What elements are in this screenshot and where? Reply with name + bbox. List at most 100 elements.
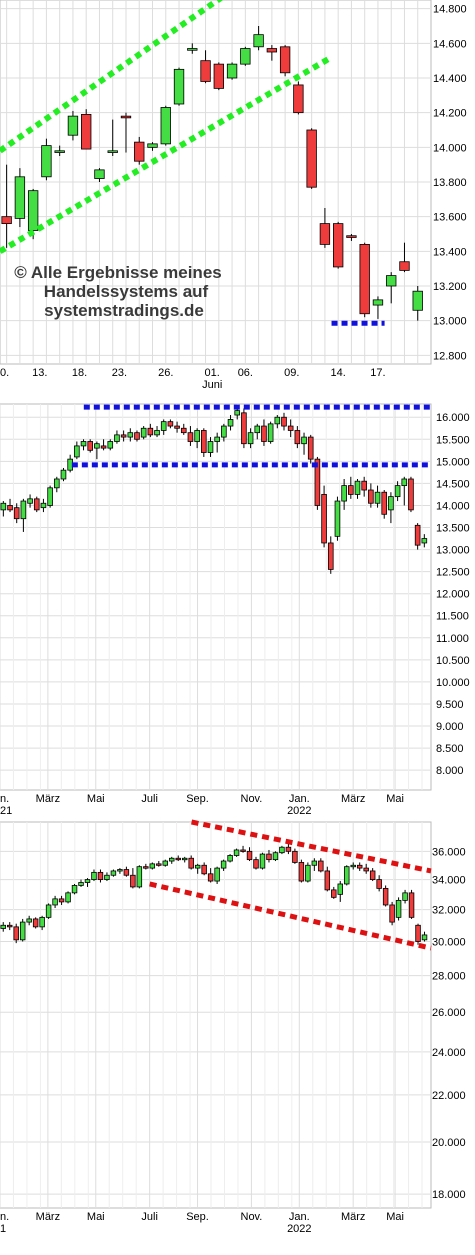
x-tick-label: 01. — [205, 367, 220, 379]
candle-down — [356, 864, 363, 869]
candle-down — [285, 846, 292, 852]
candle-up — [71, 885, 78, 894]
candle-up — [136, 866, 143, 888]
y-tick-label: 12.000 — [436, 589, 470, 601]
x-tick-label: Juli — [141, 1211, 158, 1223]
candle-up — [19, 921, 26, 941]
x-tick-label: n. — [0, 1211, 9, 1223]
candle-down — [174, 425, 180, 429]
candle-up — [395, 899, 402, 918]
candle-up — [41, 145, 52, 178]
candle-down — [408, 478, 414, 511]
y-tick-label: 14.200 — [433, 108, 467, 120]
x-tick-label: 26. — [158, 367, 173, 379]
x-tick-label: Nov. — [241, 1211, 263, 1223]
x-tick-label: Jan. — [289, 793, 310, 805]
candle-up — [127, 432, 134, 438]
candle-down — [408, 892, 415, 918]
candle-up — [94, 443, 100, 449]
x-tick-label: Sep. — [186, 1211, 209, 1223]
y-tick-label: 15.500 — [436, 434, 470, 446]
y-tick-label: 20.000 — [432, 1137, 466, 1149]
candle-up — [227, 419, 234, 427]
candle-up — [372, 299, 384, 306]
candle-up — [240, 48, 251, 65]
candle-down — [279, 46, 291, 74]
candle-down — [281, 416, 287, 427]
y-tick-label: 11.500 — [436, 611, 469, 623]
y-tick-label: 13.600 — [433, 212, 467, 224]
candle-down — [87, 441, 94, 451]
candle-down — [13, 507, 20, 520]
candle-up — [220, 860, 227, 869]
candle-down — [1, 216, 12, 225]
y-tick-label: 14.800 — [433, 4, 467, 16]
candle-up — [74, 445, 80, 458]
candle-up — [301, 436, 307, 445]
candle-down — [175, 857, 181, 861]
candle-down — [298, 862, 305, 882]
y-tick-label: 13.500 — [436, 523, 470, 535]
candle-up — [194, 430, 200, 442]
x-tick-label: März — [341, 1211, 365, 1223]
candle-down — [253, 859, 259, 869]
green-trend-line — [0, 0, 224, 154]
candle-up — [160, 107, 171, 145]
candle-down — [293, 84, 304, 114]
candle-up — [117, 869, 123, 872]
y-tick-label: 10.500 — [436, 655, 470, 667]
candle-up — [247, 432, 254, 445]
y-tick-label: 9.500 — [436, 699, 464, 711]
candle-down — [33, 498, 40, 511]
candle-up — [0, 924, 6, 929]
x-tick-label: 23. — [112, 367, 127, 379]
candle-up — [421, 934, 428, 941]
candle-up — [94, 169, 105, 179]
y-tick-label: 30.000 — [432, 936, 466, 948]
candle-down — [307, 436, 314, 460]
candle-down — [32, 918, 39, 928]
candle-down — [359, 243, 370, 315]
candle-down — [306, 129, 317, 188]
candle-up — [374, 491, 381, 504]
candle-down — [318, 860, 324, 872]
candle-up — [27, 498, 33, 504]
candle-up — [169, 857, 175, 862]
x-month-label: Juni — [202, 379, 222, 391]
candle-down — [207, 873, 214, 882]
candle-down — [58, 898, 65, 903]
y-tick-label: 32.000 — [432, 905, 466, 917]
candle-up — [47, 487, 53, 506]
candle-up — [187, 48, 198, 51]
candle-up — [344, 866, 350, 885]
candle-down — [147, 427, 154, 436]
candle-up — [67, 115, 79, 136]
x-tick-label: Mai — [386, 1211, 404, 1223]
candle-up — [181, 857, 188, 861]
candle-down — [369, 870, 376, 880]
candle-down — [361, 480, 367, 491]
y-tick-label: 14.000 — [436, 500, 470, 512]
candle-down — [321, 494, 327, 544]
candle-down — [332, 223, 344, 268]
watermark: © Alle Ergebnisse meines Handelssystems … — [14, 263, 221, 320]
candle-down — [415, 924, 421, 942]
y-tick-label: 14.400 — [433, 73, 467, 85]
y-tick-label: 12.800 — [433, 350, 467, 362]
y-tick-label: 26.000 — [432, 1007, 466, 1019]
y-tick-label: 13.000 — [436, 545, 470, 557]
y-tick-label: 18.000 — [432, 1189, 466, 1201]
candle-up — [233, 849, 240, 856]
candle-down — [368, 489, 374, 504]
candle-down — [346, 235, 357, 238]
candle-down — [120, 115, 132, 119]
candle-up — [173, 68, 185, 105]
candle-up — [27, 190, 39, 231]
candle-up — [207, 441, 214, 453]
x-year-label: 21 — [0, 805, 12, 817]
candle-up — [78, 882, 84, 886]
x-year-label: 2022 — [287, 805, 311, 817]
candle-down — [120, 434, 127, 438]
candle-up — [279, 846, 285, 854]
y-tick-label: 36.000 — [432, 846, 466, 858]
